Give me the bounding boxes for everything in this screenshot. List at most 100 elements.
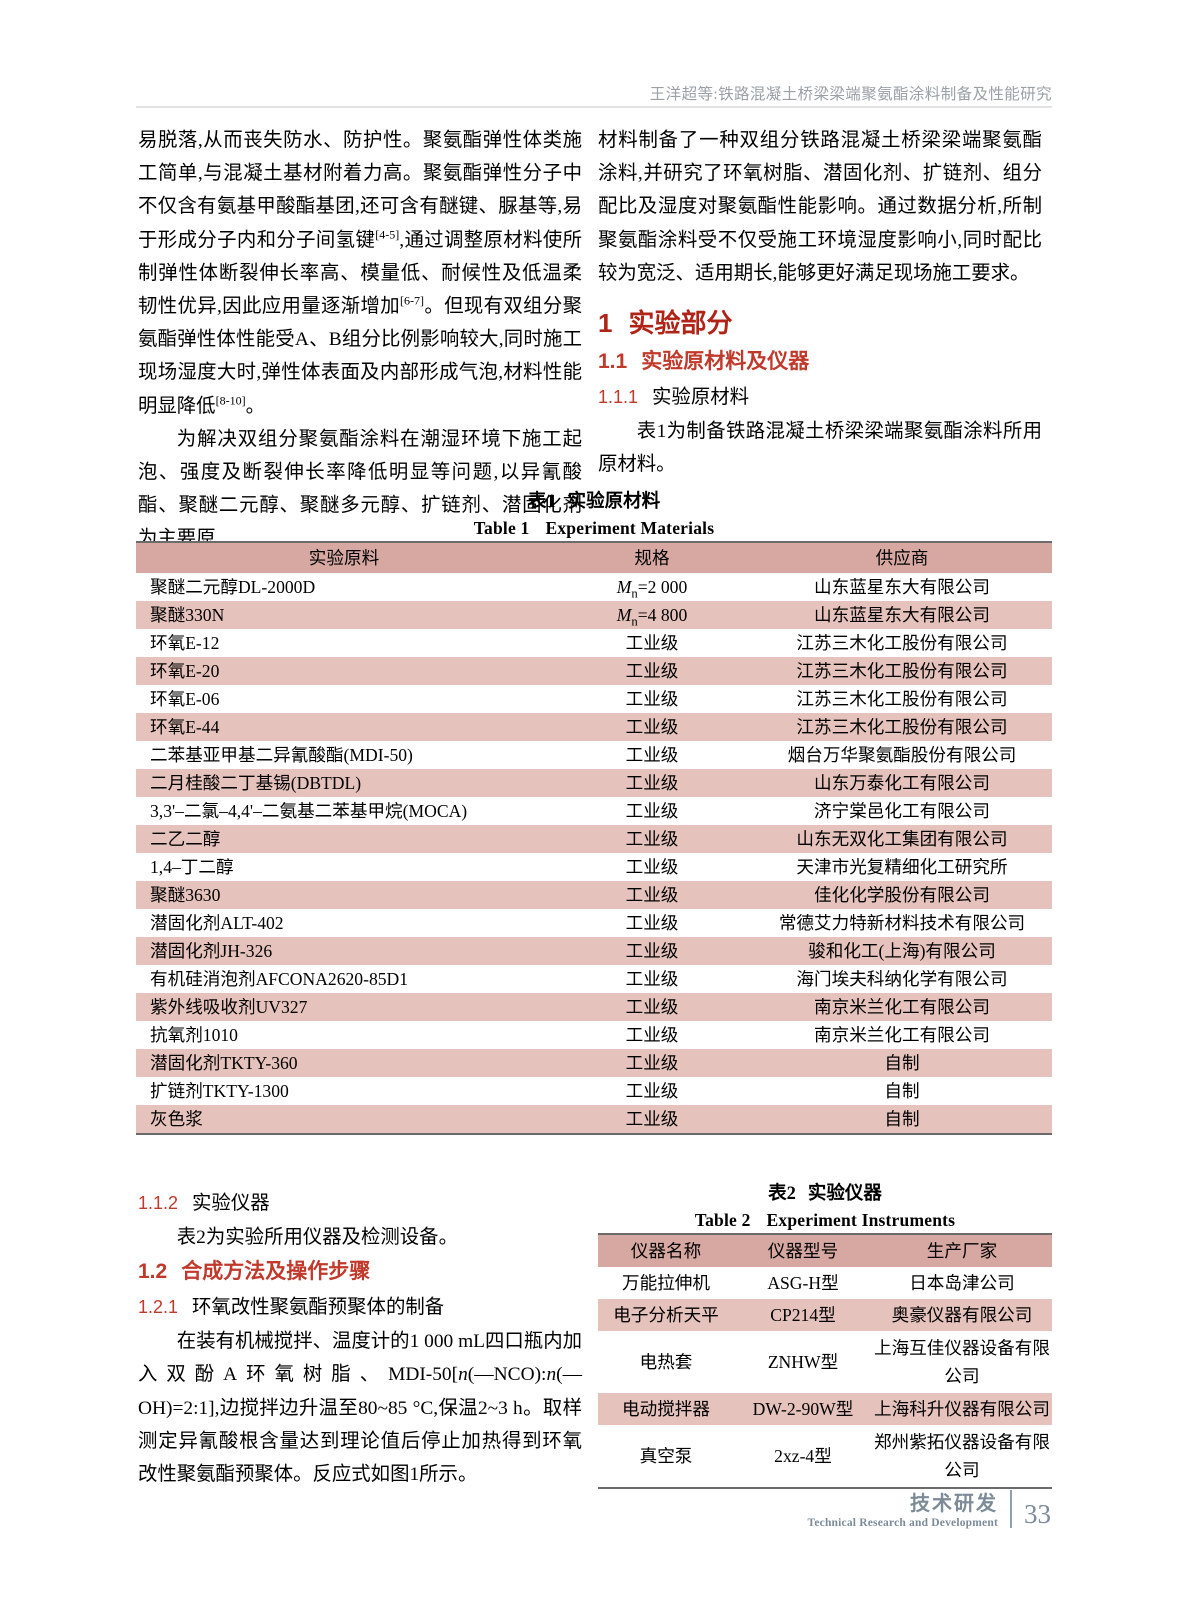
table2-row: 电热套 ZNHW型 上海互佳仪器设备有限公司 bbox=[598, 1331, 1052, 1393]
table1-cell: 自制 bbox=[752, 1049, 1052, 1077]
table2-header-cell-2: 生产厂家 bbox=[872, 1235, 1052, 1267]
table1-cell: Mn=2 000 bbox=[552, 573, 752, 601]
table1-cell: 自制 bbox=[752, 1105, 1052, 1133]
table1-cell: 二乙二醇 bbox=[136, 825, 552, 853]
table2-cell: 真空泵 bbox=[598, 1425, 734, 1487]
page-number: 33 bbox=[1024, 1499, 1051, 1529]
table2-cell: ZNHW型 bbox=[734, 1331, 872, 1393]
table1-caption-cn: 表1 实验原材料 bbox=[136, 489, 1052, 515]
table1-cell: 潜固化剂JH-326 bbox=[136, 937, 552, 965]
table1-row: 聚醚3630 工业级 佳化化学股份有限公司 bbox=[136, 881, 1052, 909]
table1-cell: 聚醚3630 bbox=[136, 881, 552, 909]
lp1-a: 易脱落,从而丧失防水、防护性。聚氨酯弹性体类施工简单,与混凝土基材附着力高。聚氨… bbox=[138, 130, 582, 251]
ref-8-10: [8-10] bbox=[215, 393, 246, 408]
table1-cell: Mn=4 800 bbox=[552, 601, 752, 629]
lp1-b: ,通过调整原材料使所制弹性体断裂伸长率高、模量低、耐候性及低温柔韧性优异,因此应… bbox=[138, 229, 583, 318]
footer-brand-cn: 技术研发 bbox=[910, 1493, 998, 1516]
footer-brand: 技术研发 Technical Research and Development bbox=[808, 1493, 998, 1530]
table1-cell: 工业级 bbox=[552, 853, 752, 881]
table1-cell: 工业级 bbox=[552, 629, 752, 657]
table1-cell: 二月桂酸二丁基锡(DBTDL) bbox=[136, 769, 552, 797]
table1-row: 环氧E-44 工业级 江苏三木化工股份有限公司 bbox=[136, 713, 1052, 741]
section-1-1-number: 1.1 bbox=[598, 350, 628, 374]
table1-cell: 潜固化剂TKTY-360 bbox=[136, 1049, 552, 1077]
section-1-2-1-title: 环氧改性聚氨酯预聚体的制备 bbox=[192, 1297, 445, 1319]
table1-cell: 工业级 bbox=[552, 909, 752, 937]
section-1-number: 1 bbox=[598, 308, 613, 339]
table1-label-cn: 表1 bbox=[527, 492, 556, 512]
table2-label-en: Table 2 bbox=[694, 1210, 751, 1230]
table1-cell: 3,3'–二氯–4,4'–二氨基二苯基甲烷(MOCA) bbox=[136, 797, 552, 825]
table1-cell: 济宁棠邑化工有限公司 bbox=[752, 797, 1052, 825]
lp1-d: 。 bbox=[245, 395, 265, 417]
table2-caption-en: Table 2 Experiment Instruments bbox=[598, 1207, 1052, 1233]
right-paragraph-1: 材料制备了一种双组分铁路混凝土桥梁梁端聚氨酯涂料,并研究了环氧树脂、潜固化剂、扩… bbox=[598, 130, 1042, 284]
table1-cell: 灰色浆 bbox=[136, 1105, 552, 1133]
table1-cell: 江苏三木化工股份有限公司 bbox=[752, 629, 1052, 657]
table2-body: 万能拉伸机 ASG-H型 日本岛津公司 电子分析天平 CP214型 奥豪仪器有限公司 电热套… bbox=[598, 1267, 1052, 1487]
right-paragraph-2: 表1为制备铁路混凝土桥梁梁端聚氨酯涂料所用原材料。 bbox=[598, 421, 1042, 476]
table1-cell: 工业级 bbox=[552, 1049, 752, 1077]
table2-header-cell-0: 仪器名称 bbox=[598, 1235, 734, 1267]
table1-cell: 佳化化学股份有限公司 bbox=[752, 881, 1052, 909]
table2-cell: 上海科升仪器有限公司 bbox=[872, 1393, 1052, 1425]
table1-cell: 工业级 bbox=[552, 1077, 752, 1105]
table2-row: 电子分析天平 CP214型 奥豪仪器有限公司 bbox=[598, 1299, 1052, 1331]
table1-title-en: Experiment Materials bbox=[545, 518, 715, 538]
table1-cell: 环氧E-44 bbox=[136, 713, 552, 741]
table1-row: 3,3'–二氯–4,4'–二氨基二苯基甲烷(MOCA) 工业级 济宁棠邑化工有限公司 bbox=[136, 797, 1052, 825]
section-heading-1-1-1: 1.1.1 实验原材料 bbox=[598, 380, 1042, 415]
table2-cell: 上海互佳仪器设备有限公司 bbox=[872, 1331, 1052, 1393]
section-1-2-1-number: 1.2.1 bbox=[138, 1297, 179, 1318]
page-footer: 技术研发 Technical Research and Development … bbox=[808, 1490, 1051, 1530]
table1-cell: 工业级 bbox=[552, 769, 752, 797]
table1-row: 潜固化剂ALT-402 工业级 常德艾力特新材料技术有限公司 bbox=[136, 909, 1052, 937]
section-1-2-title: 合成方法及操作步骤 bbox=[181, 1260, 371, 1284]
table1-row: 1,4–丁二醇 工业级 天津市光复精细化工研究所 bbox=[136, 853, 1052, 881]
table1-row: 扩链剂TKTY-1300 工业级 自制 bbox=[136, 1077, 1052, 1105]
blp2-a: 在装有机械搅拌、温度计的1 000 mL四口瓶内加入双酚A环氧树脂、MDI-50… bbox=[138, 1331, 582, 1386]
table1-row: 环氧E-20 工业级 江苏三木化工股份有限公司 bbox=[136, 657, 1052, 685]
section-1-1-2-title: 实验仪器 bbox=[192, 1193, 270, 1214]
table1-cell: 工业级 bbox=[552, 797, 752, 825]
table2-cell: 万能拉伸机 bbox=[598, 1267, 734, 1299]
table1-row: 聚醚330N Mn=4 800 山东蓝星东大有限公司 bbox=[136, 601, 1052, 629]
section-1-1-2-number: 1.1.2 bbox=[138, 1193, 179, 1213]
table1-cell: 山东无双化工集团有限公司 bbox=[752, 825, 1052, 853]
table2-cell: 2xz-4型 bbox=[734, 1425, 872, 1487]
bottom-left-paragraph-2: 在装有机械搅拌、温度计的1 000 mL四口瓶内加入双酚A环氧树脂、MDI-50… bbox=[138, 1325, 582, 1491]
table2-cell: DW-2-90W型 bbox=[734, 1393, 872, 1425]
table1-cell: 1,4–丁二醇 bbox=[136, 853, 552, 881]
blp2-c: (—OH)=2:1],边搅拌边升温至80~85 °C,保温2~3 h。取样测定异… bbox=[138, 1364, 582, 1486]
table2-caption: 表2 实验仪器 Table 2 Experiment Instruments bbox=[598, 1181, 1052, 1233]
footer-brand-en: Technical Research and Development bbox=[807, 1517, 998, 1530]
blp2-n1: n bbox=[458, 1364, 468, 1386]
table1-cell: 紫外线吸收剂UV327 bbox=[136, 993, 552, 1021]
spec-symbol: M bbox=[616, 577, 632, 597]
ref-4-5: [4-5] bbox=[375, 227, 400, 242]
table1-header-cell-0: 实验原料 bbox=[136, 543, 552, 573]
section-heading-1-2: 1.2 合成方法及操作步骤 bbox=[138, 1254, 582, 1290]
left-paragraph-2: 为解决双组分聚氨酯涂料在潮湿环境下施工起泡、强度及断裂伸长率降低明显等问题,以异… bbox=[138, 428, 582, 550]
table1-row: 潜固化剂JH-326 工业级 骏和化工(上海)有限公司 bbox=[136, 937, 1052, 965]
table1-top-rule bbox=[136, 541, 1052, 543]
table1-cell: 工业级 bbox=[552, 937, 752, 965]
section-1-1-1-title: 实验原材料 bbox=[652, 387, 749, 409]
table1-header-row: 实验原料 规格 供应商 bbox=[136, 543, 1052, 573]
table1-body: 聚醚二元醇DL-2000D Mn=2 000 山东蓝星东大有限公司 聚醚330N Mn=… bbox=[136, 573, 1052, 1133]
table2-header-cell-1: 仪器型号 bbox=[734, 1235, 872, 1267]
table1-cell: 常德艾力特新材料技术有限公司 bbox=[752, 909, 1052, 937]
table2-title-cn: 实验仪器 bbox=[807, 1184, 882, 1204]
table2: 仪器名称 仪器型号 生产厂家 万能拉伸机 ASG-H型 日本岛津公司 电子分析天平 CP… bbox=[598, 1235, 1052, 1487]
table1-cell: 环氧E-20 bbox=[136, 657, 552, 685]
table1-cell: 工业级 bbox=[552, 685, 752, 713]
table2-row: 电动搅拌器 DW-2-90W型 上海科升仪器有限公司 bbox=[598, 1393, 1052, 1425]
table1-cell: 工业级 bbox=[552, 993, 752, 1021]
table1-row: 环氧E-06 工业级 江苏三木化工股份有限公司 bbox=[136, 685, 1052, 713]
blp2-b: (—NCO): bbox=[467, 1364, 547, 1386]
left-paragraph-1: 易脱落,从而丧失防水、防护性。聚氨酯弹性体类施工简单,与混凝土基材附着力高。聚氨… bbox=[138, 124, 582, 423]
table2-cell: 奥豪仪器有限公司 bbox=[872, 1299, 1052, 1331]
table1-cell: 扩链剂TKTY-1300 bbox=[136, 1077, 552, 1105]
section-1-2-number: 1.2 bbox=[138, 1260, 168, 1284]
table1-row: 二乙二醇 工业级 山东无双化工集团有限公司 bbox=[136, 825, 1052, 853]
